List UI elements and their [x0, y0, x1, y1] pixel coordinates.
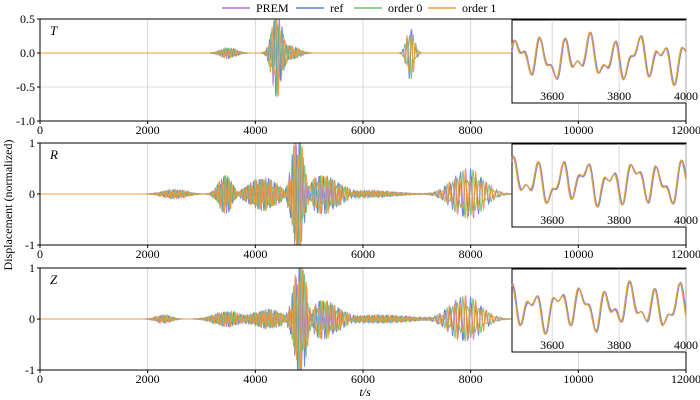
inset-series-order-1-line — [511, 280, 687, 336]
panel-label: R — [49, 147, 58, 162]
x-tick-label: 0 — [37, 247, 43, 261]
y-tick-label: -1.0 — [16, 114, 35, 128]
x-tick-label: 6000 — [351, 372, 375, 386]
inset-x-tick-label: 4000 — [674, 89, 698, 103]
x-tick-label: 2000 — [136, 247, 160, 261]
inset-Z: 3600 3800 4000 — [511, 268, 698, 353]
y-tick-label: 0.5 — [20, 12, 35, 26]
x-tick-label: 4000 — [243, 247, 267, 261]
inset-T: 3600 3800 4000 — [511, 19, 698, 104]
inset-x-tick-label: 3600 — [540, 89, 564, 103]
x-tick-label: 4000 — [243, 372, 267, 386]
y-tick-label: -0.5 — [16, 80, 35, 94]
x-tick-label: 12000 — [671, 123, 700, 137]
x-tick-label: 8000 — [459, 123, 483, 137]
y-tick-label: 1 — [29, 261, 35, 275]
x-axis-label: t/s — [359, 385, 371, 399]
y-tick-label: 1 — [29, 136, 35, 150]
panel-label: Z — [50, 272, 58, 287]
inset-frame — [511, 143, 687, 228]
y-tick-label: 0 — [29, 187, 35, 201]
y-tick-label: -1 — [25, 238, 35, 252]
x-tick-label: 8000 — [459, 372, 483, 386]
x-tick-label: 8000 — [459, 247, 483, 261]
panels: -1.0-0.50.00.50 2000 4000 6000 8000 10000 1200… — [16, 12, 700, 386]
x-tick-label: 4000 — [243, 123, 267, 137]
inset-x-tick-label: 4000 — [674, 338, 698, 352]
x-tick-label: 10000 — [563, 372, 593, 386]
inset-x-tick-label: 3600 — [540, 213, 564, 227]
x-tick-label: 0 — [37, 372, 43, 386]
x-tick-label: 10000 — [563, 123, 593, 137]
inset-x-tick-label: 3600 — [540, 338, 564, 352]
inset-R: 3600 3800 4000 — [511, 143, 698, 228]
inset-x-tick-label: 3800 — [607, 213, 631, 227]
inset-x-tick-label: 3800 — [607, 338, 631, 352]
x-tick-label: 12000 — [671, 247, 700, 261]
inset-x-tick-label: 3800 — [607, 89, 631, 103]
legend: PREM ref order 0 order 1 — [222, 1, 496, 15]
inset-series-order-1-line — [511, 155, 687, 208]
legend-label-order-1: order 1 — [462, 1, 496, 15]
inset-series-order-1-line — [511, 31, 687, 87]
x-tick-label: 0 — [37, 123, 43, 137]
x-tick-label: 2000 — [136, 372, 160, 386]
x-tick-label: 6000 — [351, 123, 375, 137]
inset-frame — [511, 19, 687, 104]
y-tick-label: -1 — [25, 363, 35, 377]
x-tick-label: 2000 — [136, 123, 160, 137]
legend-label-ref: ref — [330, 1, 343, 15]
y-axis-label: Displacement (normalized) — [1, 140, 15, 271]
x-tick-label: 12000 — [671, 372, 700, 386]
x-tick-label: 10000 — [563, 247, 593, 261]
inset-series-prem-line — [511, 280, 687, 336]
y-tick-label: 0.0 — [20, 46, 35, 60]
y-tick-label: 0 — [29, 312, 35, 326]
panel-T: -1.0 -0.5 0.0 0.5 0 2000 4000 6000 8000 10000 1200… — [16, 12, 700, 137]
legend-label-order-0: order 0 — [388, 1, 422, 15]
legend-label-prem: PREM — [256, 1, 289, 15]
x-tick-label: 6000 — [351, 247, 375, 261]
inset-x-tick-label: 4000 — [674, 213, 698, 227]
panel-label: T — [50, 23, 58, 38]
